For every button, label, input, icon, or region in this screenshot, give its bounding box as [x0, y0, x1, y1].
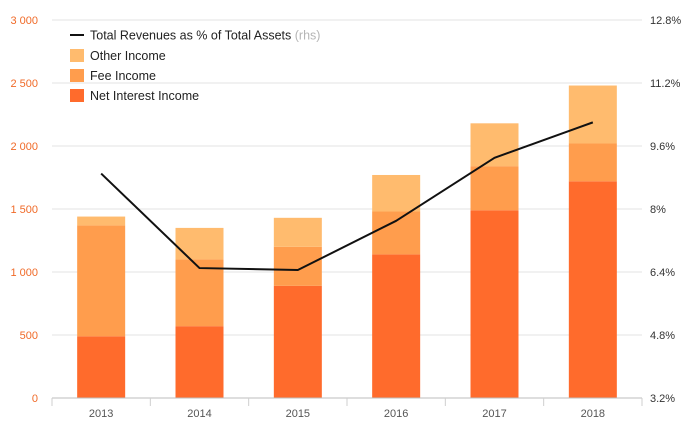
y-right-tick-label: 3.2% [650, 393, 675, 405]
legend-fee-label: Fee Income [90, 69, 156, 83]
legend-other-swatch [70, 49, 84, 62]
bar-fee-income [77, 225, 126, 337]
legend-nii-label: Net Interest Income [90, 89, 199, 103]
y-right-tick-label: 9.6% [650, 141, 675, 153]
y-right-tick-label: 12.8% [650, 15, 681, 27]
y-right-tick-label: 6.4% [650, 267, 675, 279]
bar-fee-income [470, 166, 519, 211]
line-total-revenues-pct-assets [100, 121, 594, 272]
legend-line-text: Total Revenues as % of Total Assets [90, 29, 291, 43]
bar-net-interest-income [175, 326, 224, 398]
x-tick-label: 2013 [89, 408, 113, 420]
y-right-tick-label: 11.2% [650, 78, 681, 90]
x-tick-label: 2014 [187, 408, 211, 420]
bar-fee-income [568, 143, 617, 182]
bar-net-interest-income [568, 181, 617, 398]
y-right-tick-label: 8% [650, 204, 666, 216]
bar-net-interest-income [470, 210, 519, 398]
y-left-tick-label: 1 000 [10, 267, 38, 279]
legend-line-label: Total Revenues as % of Total Assets (rhs… [90, 29, 320, 43]
legend-fee-swatch [70, 69, 84, 82]
bar-other-income [568, 85, 617, 144]
legend-nii-swatch [70, 89, 84, 102]
x-tick-label: 2018 [581, 408, 605, 420]
bar-other-income [77, 216, 126, 226]
y-left-tick-label: 3 000 [10, 15, 38, 27]
bar-other-income [470, 123, 519, 167]
legend-line-suffix: (rhs) [295, 29, 321, 43]
bar-fee-income [175, 259, 224, 327]
x-tick-label: 2017 [482, 408, 506, 420]
line-series-group [100, 121, 594, 272]
y-right-tick-label: 4.8% [650, 330, 675, 342]
bar-net-interest-income [372, 254, 421, 398]
legend-other-label: Other Income [90, 49, 166, 63]
y-left-tick-label: 0 [32, 393, 38, 405]
x-tick-label: 2015 [286, 408, 310, 420]
x-tick-label: 2016 [384, 408, 408, 420]
legend: Total Revenues as % of Total Assets (rhs… [70, 29, 320, 103]
y-left-tick-label: 2 000 [10, 141, 38, 153]
bar-fee-income [372, 211, 421, 255]
grid-lines [52, 19, 642, 336]
bar-other-income [273, 217, 322, 247]
bar-fee-income [273, 246, 322, 286]
bars-group [77, 85, 617, 398]
bar-other-income [175, 227, 224, 260]
y-left-tick-label: 500 [20, 330, 38, 342]
y-left-tick-label: 1 500 [10, 204, 38, 216]
bar-net-interest-income [77, 336, 126, 398]
axes-group: 0 3.2% 500 4.8% 1 000 6.4% 1 500 8% 2 000 9.6% 2 5… [10, 15, 681, 420]
bar-net-interest-income [273, 285, 322, 398]
bar-other-income [372, 174, 421, 212]
y-left-tick-label: 2 500 [10, 78, 38, 90]
